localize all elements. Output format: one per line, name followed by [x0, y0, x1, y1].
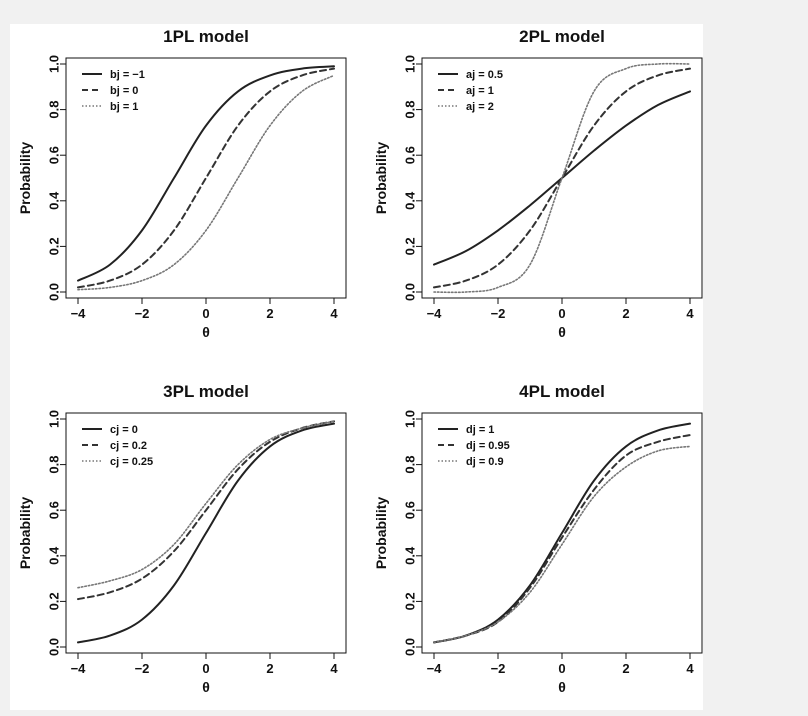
x-axis-label: θ [202, 324, 210, 340]
legend-label-2: dj = 0.95 [466, 440, 510, 452]
legend-label-1: aj = 0.5 [466, 69, 503, 81]
x-tick-label: −2 [491, 306, 506, 321]
legend-label-2: bj = 0 [110, 85, 138, 97]
legend-label-1: dj = 1 [466, 424, 494, 436]
x-axis-label: θ [202, 679, 210, 695]
y-axis-label: Probability [373, 142, 389, 215]
y-tick-label: 0.2 [47, 237, 62, 255]
x-tick-label: 4 [330, 306, 338, 321]
y-tick-label: 0.0 [403, 283, 418, 301]
y-tick-label: 1.0 [403, 55, 418, 73]
x-tick-label: 0 [202, 661, 209, 676]
x-tick-label: −4 [427, 306, 443, 321]
x-tick-label: 2 [622, 306, 629, 321]
y-tick-label: 0.0 [47, 283, 62, 301]
x-tick-label: −4 [71, 661, 87, 676]
y-tick-label: 0.4 [47, 191, 62, 210]
x-tick-label: 2 [266, 661, 273, 676]
panel-4: 4PL model −4 −2 0 2 4 θ 0.0 0.2 0.4 0.6 0.8 1.0 Proba… [373, 382, 703, 695]
panel-title: 3PL model [163, 382, 249, 401]
x-tick-label: 0 [202, 306, 209, 321]
x-tick-label: 4 [686, 661, 694, 676]
legend-label-2: cj = 0.2 [110, 440, 147, 452]
series-line-3 [433, 62, 691, 294]
y-axis-label: Probability [373, 497, 389, 570]
x-axis-label: θ [558, 679, 566, 695]
x-tick-label: −4 [71, 306, 87, 321]
y-tick-label: 0.6 [47, 146, 62, 164]
legend-label-3: cj = 0.25 [110, 456, 153, 468]
figure-panel: 1PL model −4 −2 0 2 4 θ 0.0 0.2 0.4 0.6 0.8 1.0 Proba… [10, 24, 703, 710]
series-line-1 [77, 65, 335, 282]
series-line-1 [77, 422, 335, 644]
y-tick-label: 1.0 [47, 410, 62, 428]
x-tick-label: 4 [330, 661, 338, 676]
y-tick-label: 0.2 [403, 592, 418, 610]
legend-label-2: aj = 1 [466, 85, 494, 97]
y-tick-label: 0.2 [403, 237, 418, 255]
panel-3: 3PL model −4 −2 0 2 4 θ 0.0 0.2 0.4 0.6 0.8 1.0 Proba… [17, 382, 347, 695]
legend-label-3: dj = 0.9 [466, 456, 504, 468]
y-tick-label: 0.8 [47, 456, 62, 474]
y-axis-label: Probability [17, 497, 33, 570]
plot-frame [65, 57, 347, 299]
series-line-3 [77, 420, 335, 589]
series-line-2 [433, 67, 691, 289]
y-tick-label: 1.0 [403, 410, 418, 428]
x-tick-label: 2 [622, 661, 629, 676]
legend-label-3: aj = 2 [466, 101, 494, 113]
y-tick-label: 0.0 [403, 638, 418, 656]
x-tick-label: −2 [135, 661, 150, 676]
y-tick-label: 0.6 [47, 501, 62, 519]
series-line-3 [77, 74, 335, 291]
x-tick-label: 2 [266, 306, 273, 321]
y-tick-label: 1.0 [47, 55, 62, 73]
series-line-2 [77, 67, 335, 289]
y-tick-label: 0.4 [47, 546, 62, 565]
y-axis-label: Probability [17, 142, 33, 215]
y-tick-label: 0.0 [47, 638, 62, 656]
x-tick-label: −2 [491, 661, 506, 676]
y-tick-label: 0.6 [403, 146, 418, 164]
series-line-3 [433, 445, 691, 644]
panel-title: 2PL model [519, 27, 605, 46]
panel-title: 4PL model [519, 382, 605, 401]
legend-label-1: bj = −1 [110, 69, 145, 81]
x-tick-label: 0 [558, 306, 565, 321]
x-tick-label: −2 [135, 306, 150, 321]
x-tick-label: 4 [686, 306, 694, 321]
irt-models-chart: 1PL model −4 −2 0 2 4 θ 0.0 0.2 0.4 0.6 0.8 1.0 Proba… [17, 27, 703, 695]
panel-2: 2PL model −4 −2 0 2 4 θ 0.0 0.2 0.4 0.6 0.8 1.0 Proba… [373, 27, 703, 340]
legend-label-3: bj = 1 [110, 101, 138, 113]
x-tick-label: 0 [558, 661, 565, 676]
x-axis-label: θ [558, 324, 566, 340]
y-tick-label: 0.8 [403, 456, 418, 474]
y-tick-label: 0.6 [403, 501, 418, 519]
y-tick-label: 0.8 [403, 101, 418, 119]
y-tick-label: 0.8 [47, 101, 62, 119]
panel-1: 1PL model −4 −2 0 2 4 θ 0.0 0.2 0.4 0.6 0.8 1.0 Proba… [17, 27, 347, 340]
x-tick-label: −4 [427, 661, 443, 676]
y-tick-label: 0.4 [403, 546, 418, 565]
y-tick-label: 0.2 [47, 592, 62, 610]
panel-title: 1PL model [163, 27, 249, 46]
legend-label-1: cj = 0 [110, 424, 138, 436]
y-tick-label: 0.4 [403, 191, 418, 210]
